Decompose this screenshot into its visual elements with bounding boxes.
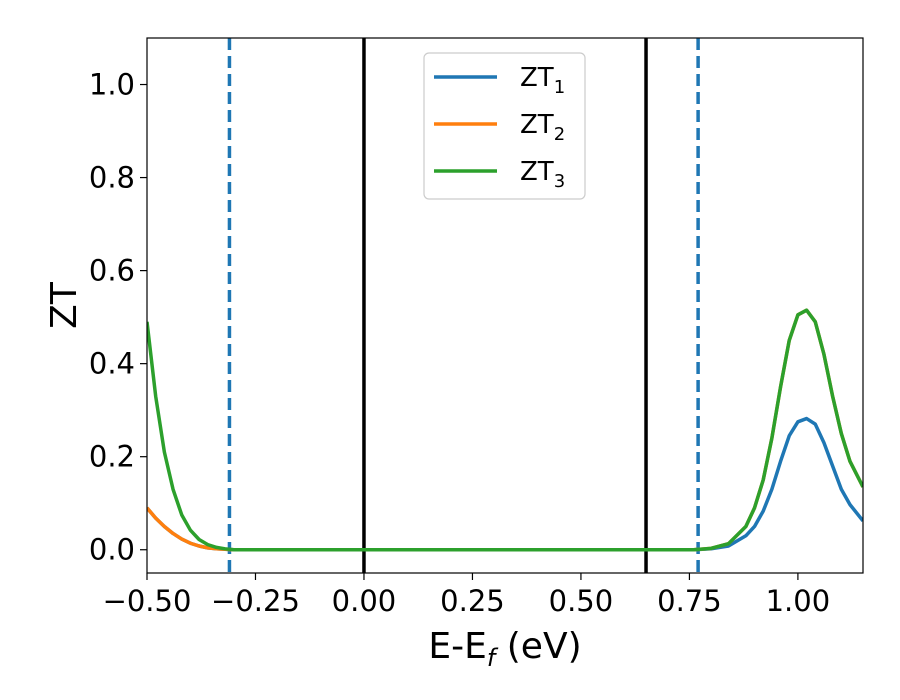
y-axis: 0.0 0.2 0.4 0.6 0.8 1.0	[89, 68, 147, 567]
x-axis: −0.50 −0.25 0.00 0.25 0.50 0.75 1.00	[103, 573, 831, 618]
y-tick-label: 0.8	[89, 161, 135, 195]
x-tick-label: 1.00	[766, 584, 831, 618]
x-axis-title: E-Ef (eV)	[428, 626, 581, 672]
y-tick-label: 0.4	[89, 347, 135, 381]
series-line-2	[147, 308, 863, 552]
plot-area	[146, 37, 864, 574]
x-tick-label: 0.50	[549, 584, 614, 618]
y-tick-label: 0.0	[89, 533, 135, 567]
y-tick-label: 0.6	[89, 254, 135, 288]
series-line-3	[147, 308, 863, 552]
x-tick-label: 0.75	[657, 584, 722, 618]
x-tick-label: −0.50	[103, 584, 192, 618]
x-tick-label: 0.25	[440, 584, 505, 618]
legend-box	[423, 52, 586, 200]
legend-label-2: ZT2	[520, 110, 565, 145]
series-line-1	[147, 416, 863, 552]
legend: ZT1 ZT2 ZT3	[423, 52, 586, 200]
y-axis-title: ZT	[44, 281, 85, 329]
legend-label-1: ZT1	[520, 63, 565, 98]
legend-label-3: ZT3	[520, 157, 565, 192]
series-lines	[147, 308, 863, 552]
x-tick-label: −0.25	[211, 584, 300, 618]
x-tick-label: 0.00	[332, 584, 397, 618]
reference-lines	[227, 38, 700, 573]
plot-frame	[146, 37, 864, 574]
y-tick-label: 1.0	[89, 68, 135, 102]
y-tick-label: 0.2	[89, 440, 135, 474]
